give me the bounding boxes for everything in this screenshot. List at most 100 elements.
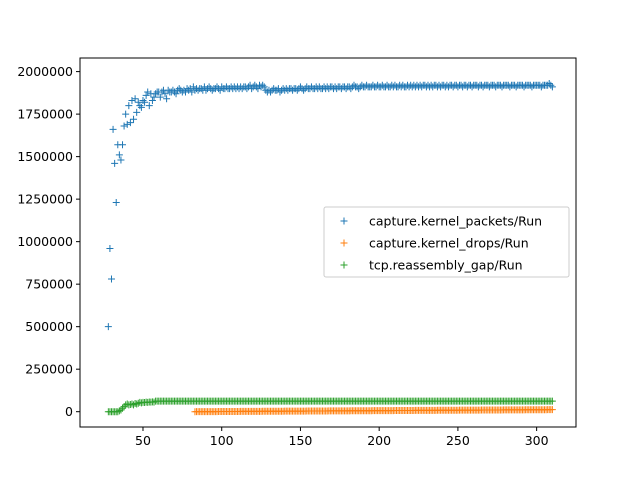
data-point <box>150 93 158 101</box>
data-point <box>145 102 153 110</box>
data-point <box>123 120 131 128</box>
data-point <box>512 83 520 91</box>
legend-label: capture.kernel_packets/Run <box>369 214 542 229</box>
data-point <box>131 95 139 103</box>
data-point <box>537 83 545 91</box>
data-point <box>545 80 553 88</box>
data-point <box>117 156 125 164</box>
x-tick-label: 100 <box>210 433 234 448</box>
series-0 <box>104 80 556 331</box>
data-point <box>547 81 555 89</box>
data-point <box>355 85 363 93</box>
data-point <box>208 86 216 94</box>
data-point <box>128 97 136 105</box>
y-tick-label: 1000000 <box>17 234 73 249</box>
data-point <box>111 159 119 167</box>
data-point <box>506 83 514 91</box>
data-point <box>115 151 123 159</box>
data-point <box>125 102 133 110</box>
data-point <box>170 88 178 96</box>
data-point <box>130 115 138 123</box>
data-point <box>188 88 196 96</box>
y-axis: 0 250000 500000 750000 1000000 1250000 1500000… <box>17 64 80 419</box>
data-point <box>340 239 348 247</box>
data-point <box>122 110 130 118</box>
data-point <box>300 86 308 94</box>
data-point <box>134 98 142 106</box>
data-point <box>197 85 205 93</box>
legend-entry: tcp.reassembly_gap/Run <box>340 258 523 273</box>
y-tick-label: 500000 <box>25 319 73 334</box>
data-point <box>107 275 115 283</box>
y-tick-label: 1750000 <box>17 107 73 122</box>
data-point <box>133 400 141 408</box>
x-tick-label: 200 <box>367 433 391 448</box>
data-point <box>119 141 127 149</box>
data-point <box>112 199 120 207</box>
y-tick-label: 1500000 <box>17 149 73 164</box>
data-point <box>109 125 117 133</box>
data-point <box>126 119 134 127</box>
data-point <box>520 83 528 91</box>
data-point <box>548 397 556 405</box>
data-point <box>161 90 169 98</box>
legend-box <box>323 206 570 278</box>
data-point <box>172 90 180 98</box>
data-point <box>148 97 156 105</box>
data-point <box>130 401 138 409</box>
data-point <box>248 85 256 93</box>
data-point <box>498 83 506 91</box>
legend-entry: capture.kernel_drops/Run <box>340 236 529 251</box>
legend: capture.kernel_packets/Run capture.kernel… <box>323 206 570 278</box>
data-point <box>106 244 114 252</box>
y-tick-label: 0 <box>65 404 73 419</box>
x-tick-label: 250 <box>446 433 470 448</box>
plot-area-frame <box>79 57 577 428</box>
data-point <box>150 398 158 406</box>
data-point <box>293 86 301 94</box>
data-point <box>141 98 149 106</box>
data-point <box>259 81 267 89</box>
legend-items: capture.kernel_packets/Run capture.kernel… <box>340 214 542 273</box>
data-point <box>186 85 194 93</box>
data-point <box>158 88 166 96</box>
data-point <box>254 85 262 93</box>
data-point <box>267 88 275 96</box>
data-point <box>347 85 355 93</box>
y-tick-label: 750000 <box>25 277 73 292</box>
data-point <box>137 103 145 111</box>
x-tick-label: 50 <box>135 433 151 448</box>
data-point <box>175 85 183 93</box>
data-point <box>205 83 213 91</box>
x-tick-label: 300 <box>525 433 549 448</box>
data-point <box>350 81 358 89</box>
data-point <box>142 91 150 99</box>
legend-label: tcp.reassembly_gap/Run <box>369 258 523 273</box>
data-point <box>492 83 500 91</box>
data-point <box>340 217 348 225</box>
data-point <box>363 81 371 89</box>
data-point <box>185 86 193 94</box>
data-point <box>120 122 128 130</box>
data-point <box>479 83 487 91</box>
data-point <box>468 83 476 91</box>
series-layer <box>104 80 556 416</box>
data-point <box>216 86 224 94</box>
data-point <box>548 406 556 414</box>
data-point <box>144 88 152 96</box>
data-point <box>548 83 556 91</box>
x-tick-label: 150 <box>289 433 313 448</box>
y-tick-label: 250000 <box>25 362 73 377</box>
legend-entry: capture.kernel_packets/Run <box>340 214 542 229</box>
series-2 <box>104 397 556 416</box>
data-point <box>260 83 268 91</box>
data-point <box>340 261 348 269</box>
data-point <box>189 83 197 91</box>
data-point <box>114 408 122 416</box>
data-point <box>133 108 141 116</box>
y-tick-label: 2000000 <box>17 64 73 79</box>
x-axis: 50 100 150 200 250 300 <box>135 427 549 448</box>
data-point <box>163 95 171 103</box>
data-point <box>202 86 210 94</box>
